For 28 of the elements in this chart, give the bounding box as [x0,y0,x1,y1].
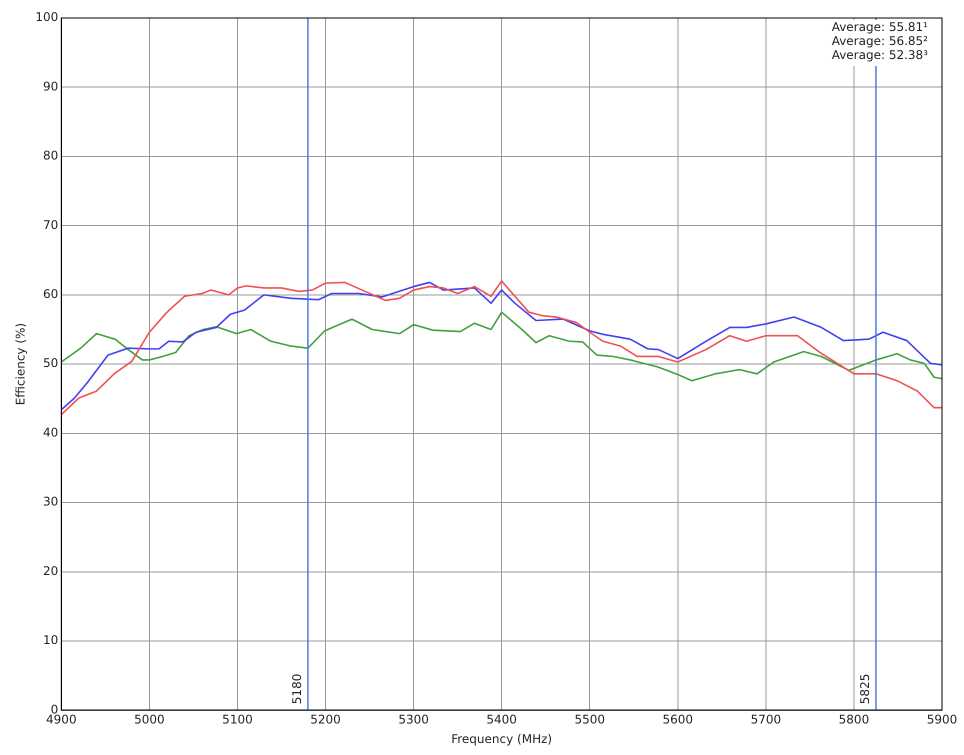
annotation: Average: 52.38³ [832,48,928,62]
y-tick-label: 70 [43,218,58,232]
annotation: Average: 56.85² [832,34,928,48]
x-tick-label: 5400 [486,712,517,727]
y-tick-label: 40 [43,425,58,440]
ref-line-label: 5825 [858,674,872,704]
y-tick-label: 30 [43,494,58,509]
x-tick-label: 5500 [574,712,605,727]
y-tick-label: 90 [43,79,58,94]
y-axis-title: Efficiency (%) [13,322,28,406]
x-tick-label: 5700 [750,712,782,727]
x-tick-label: 5600 [662,712,694,727]
y-tick-label: 50 [43,356,58,370]
x-tick-label: 5100 [222,712,253,727]
y-tick-label: 100 [35,10,58,24]
y-tick-label: 80 [43,148,58,163]
x-tick-label: 5000 [134,712,165,727]
x-axis-title: Frequency (MHz) [451,732,552,746]
x-tick-label: 5800 [838,712,870,727]
y-tick-label: 10 [43,633,58,648]
x-tick-label: 5300 [398,712,429,727]
y-tick-label: 60 [43,287,58,302]
x-tick-label: 5900 [926,712,958,727]
ref-line-label: 5180 [290,674,304,704]
y-tick-label: 20 [43,564,58,578]
annotation: Average: 55.81¹ [832,20,928,34]
x-tick-label: 4900 [46,712,77,727]
x-tick-label: 5200 [310,712,341,727]
